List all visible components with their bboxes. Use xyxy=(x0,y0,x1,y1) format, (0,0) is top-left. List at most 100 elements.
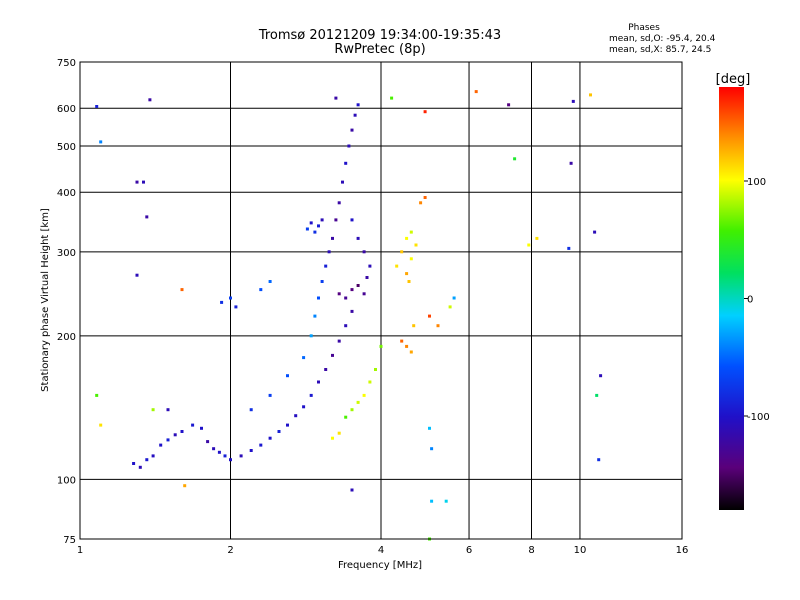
data-point xyxy=(277,430,281,433)
chart-title: Tromsø 20121209 19:34:00-19:35:43 xyxy=(258,28,501,43)
data-point xyxy=(305,227,309,231)
colorbar-ticks: 100 0 -100 xyxy=(744,177,770,423)
data-point xyxy=(331,436,334,440)
data-point xyxy=(173,433,177,437)
data-point xyxy=(229,296,232,300)
data-point xyxy=(595,393,599,397)
data-point xyxy=(268,280,272,283)
data-point xyxy=(430,447,434,451)
data-point xyxy=(317,380,320,384)
data-point xyxy=(212,447,216,451)
data-point xyxy=(350,408,354,412)
data-point xyxy=(183,484,187,488)
data-point xyxy=(286,423,289,427)
y-tick-label: 750 xyxy=(57,58,76,69)
data-point xyxy=(337,431,341,435)
data-point xyxy=(145,215,149,219)
data-point xyxy=(313,314,317,318)
y-axis-label: Stationary phase Virtual Height [km] xyxy=(40,208,51,392)
data-point xyxy=(317,296,320,300)
x-tick-label: 8 xyxy=(528,545,534,556)
y-tick-label: 75 xyxy=(63,535,76,546)
data-point xyxy=(166,408,170,412)
y-tick-label: 400 xyxy=(57,188,76,199)
data-point xyxy=(452,296,456,300)
data-point xyxy=(344,415,348,419)
data-point xyxy=(365,276,369,279)
data-point xyxy=(350,288,354,292)
data-point xyxy=(135,273,139,277)
data-point xyxy=(362,292,366,296)
data-point xyxy=(593,230,597,234)
data-point xyxy=(268,436,272,440)
y-axis-ticks: 75 100 200 300 400 500 600 750 xyxy=(57,58,76,546)
data-point xyxy=(286,374,289,378)
data-point xyxy=(356,103,360,107)
data-point xyxy=(180,288,184,292)
data-point xyxy=(599,374,603,378)
data-points xyxy=(95,90,603,541)
grid-lines xyxy=(80,62,682,539)
data-point xyxy=(423,196,427,199)
data-point xyxy=(344,161,348,165)
colorbar xyxy=(719,87,744,510)
data-point xyxy=(362,250,366,254)
data-point xyxy=(428,314,431,318)
data-point xyxy=(341,180,344,184)
data-point xyxy=(409,257,413,261)
data-point xyxy=(220,300,224,304)
data-point xyxy=(527,243,531,247)
data-point xyxy=(405,272,409,276)
data-point xyxy=(344,296,348,300)
data-point xyxy=(513,157,517,161)
data-point xyxy=(597,458,601,462)
data-point xyxy=(567,246,571,250)
colorbar-tick-label: 100 xyxy=(747,177,766,188)
data-point xyxy=(268,393,272,397)
data-point xyxy=(99,423,103,427)
data-point xyxy=(448,305,452,309)
colorbar-label: [deg] xyxy=(716,72,751,87)
data-point xyxy=(166,438,170,442)
y-tick-label: 600 xyxy=(57,104,76,115)
data-point xyxy=(327,250,331,254)
data-point xyxy=(320,280,324,283)
data-point xyxy=(356,284,360,287)
data-point xyxy=(331,236,334,240)
x-axis-label: Frequency [MHz] xyxy=(338,560,422,571)
x-tick-label: 1 xyxy=(77,545,83,556)
data-point xyxy=(320,218,324,222)
data-point xyxy=(334,218,338,222)
data-point xyxy=(309,221,313,225)
data-point xyxy=(430,499,434,503)
data-point xyxy=(142,180,145,184)
data-point xyxy=(379,344,383,348)
data-point xyxy=(95,393,99,397)
y-tick-label: 100 xyxy=(57,475,76,486)
data-point xyxy=(132,462,136,465)
data-point xyxy=(324,264,328,268)
colorbar-tick-label: -100 xyxy=(747,412,770,423)
data-point xyxy=(368,380,372,384)
x-tick-label: 16 xyxy=(676,545,689,556)
data-point xyxy=(412,324,416,328)
data-point xyxy=(395,264,399,268)
data-point xyxy=(337,292,341,296)
data-point xyxy=(249,449,253,452)
data-point xyxy=(350,309,354,313)
data-point xyxy=(428,426,431,430)
data-point xyxy=(302,356,306,360)
data-point xyxy=(414,243,418,247)
data-point xyxy=(180,430,184,433)
data-point xyxy=(589,93,592,97)
data-point xyxy=(407,280,411,283)
data-point xyxy=(368,264,372,268)
data-point xyxy=(151,408,155,412)
data-point xyxy=(200,426,203,430)
data-point xyxy=(405,236,409,240)
data-point xyxy=(400,250,404,254)
data-point xyxy=(145,458,149,462)
x-tick-label: 2 xyxy=(227,545,233,556)
data-point xyxy=(159,443,163,447)
stats-line-x: mean, sd,X: 85.7, 24.5 xyxy=(609,45,711,55)
